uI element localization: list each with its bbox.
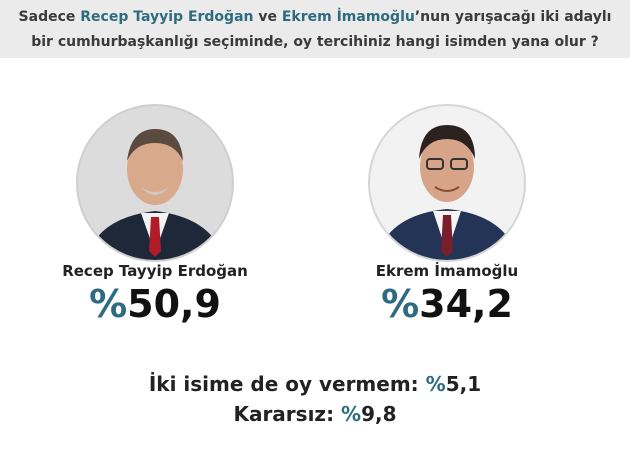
candidate-name: Recep Tayyip Erdoğan — [62, 262, 248, 280]
question-line: bir cumhurbaşkanlığı seçiminde, oy terci… — [31, 34, 599, 50]
percent-sign: % — [341, 402, 362, 426]
other-result: İki isime de oy vermem: %5,1 — [0, 372, 630, 396]
percent-value: 50,9 — [127, 282, 221, 326]
question-banner: Sadece Recep Tayyip Erdoğan ve Ekrem İma… — [0, 0, 630, 58]
question-name: Recep Tayyip Erdoğan — [80, 9, 254, 25]
candidate-name: Ekrem İmamoğlu — [375, 262, 519, 280]
question-text: ve — [258, 9, 277, 25]
candidate-percent: %34,2 — [327, 282, 567, 326]
other-label: Kararsız: — [233, 402, 335, 426]
percent-sign: % — [381, 282, 420, 326]
percent-sign: % — [89, 282, 128, 326]
question-name: Ekrem İmamoğlu — [281, 9, 415, 25]
other-label: İki isime de oy vermem: — [148, 372, 419, 396]
candidate-photo — [76, 104, 234, 262]
percent-value: 34,2 — [419, 282, 513, 326]
question-text: ’nun yarışacağı iki adaylı — [414, 9, 612, 25]
percent-sign: % — [425, 372, 446, 396]
candidate-percent: %50,9 — [35, 282, 275, 326]
percent-value: 9,8 — [361, 402, 397, 426]
question-line: Sadece Recep Tayyip Erdoğan ve Ekrem İma… — [0, 9, 630, 25]
question-text: Sadece — [18, 9, 76, 25]
other-result: Kararsız: %9,8 — [0, 402, 630, 426]
percent-value: 5,1 — [445, 372, 482, 396]
candidate-photo — [368, 104, 526, 262]
